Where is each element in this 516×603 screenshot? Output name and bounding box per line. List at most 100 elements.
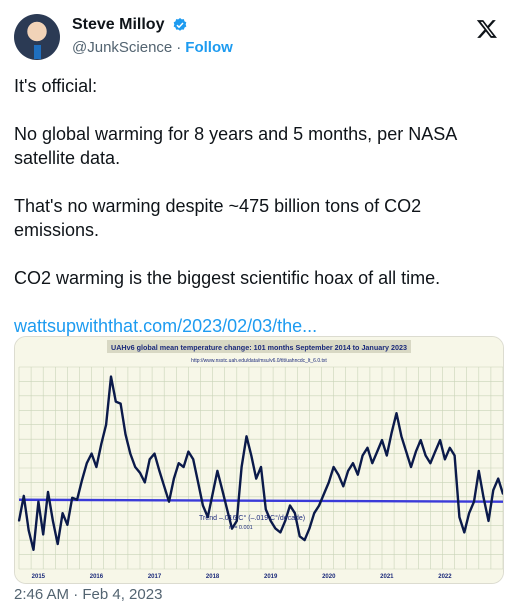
data-point [51,520,54,522]
tweet-paragraph: No global warming for 8 years and 5 mont… [14,124,457,168]
x-tick-label: 2020 [322,574,336,580]
trend-annotation: Trend –.016 C° (–.019 C°/decade) [199,514,305,522]
data-point [284,520,287,522]
chart-background [15,337,503,583]
data-point [32,548,35,551]
data-point [245,435,248,438]
data-point [37,500,40,503]
data-point [463,531,466,534]
data-point [76,498,78,501]
data-point [177,462,180,465]
data-point [139,471,141,474]
handle-row: @JunkScience · Follow [72,39,233,56]
data-point [226,508,229,511]
data-point [318,504,320,507]
data-point [134,466,137,468]
data-point [187,450,190,453]
data-point [502,493,503,495]
data-point [308,527,311,530]
data-point [250,454,253,457]
data-point [66,523,69,526]
x-tick-label: 2017 [148,574,162,580]
data-point [323,493,325,495]
data-point [390,431,393,434]
x-logo-icon[interactable] [476,18,498,40]
data-point [56,543,59,545]
chart-title: UAHv6 global mean temperature change: 10… [111,343,407,352]
data-point [332,466,335,468]
data-point [405,450,408,453]
tweet-body: It's official: No global warming for 8 y… [14,74,504,338]
data-point [279,531,282,534]
data-point [473,500,475,503]
x-tick-label: 2021 [380,574,394,580]
data-point [444,458,446,461]
data-point [221,489,224,492]
data-point [71,496,74,499]
data-point [429,462,432,465]
data-point [211,493,214,495]
data-point [129,452,132,455]
data-point [42,533,45,536]
data-point [105,423,108,426]
x-tick-label: 2018 [206,574,220,580]
data-point [366,446,369,449]
x-tick-label: 2016 [90,574,104,580]
data-point [385,454,388,457]
data-point [168,500,170,503]
data-point [400,435,403,438]
data-point [487,520,490,522]
data-point [468,512,471,515]
x-tick-label: 2022 [438,574,452,580]
data-point [95,466,98,468]
data-point [414,450,417,453]
data-point [216,469,219,472]
data-point [143,481,146,484]
data-point [313,512,316,515]
data-point [289,504,291,507]
data-point [197,481,199,484]
tweet-paragraph: That's no warming despite ~475 billion t… [14,196,422,240]
data-point [269,520,272,522]
data-point [327,481,330,484]
data-point [235,520,238,522]
author-handle[interactable]: @JunkScience [72,39,173,56]
data-point [231,527,233,530]
data-point [434,450,437,453]
data-point [298,535,301,538]
data-point [477,469,480,472]
data-point [192,458,195,461]
avatar[interactable] [14,14,60,60]
data-point [100,443,103,445]
tweet-link[interactable]: wattsupwiththat.com/2023/02/03/the... [14,316,318,336]
data-point [381,439,383,442]
data-point [448,446,451,449]
data-point [439,439,441,442]
tweet-paragraph: It's official: [14,76,98,96]
data-point [395,412,398,415]
tweet-paragraph: CO2 warming is the biggest scientific ho… [14,268,441,288]
data-point [153,452,156,455]
chart-image[interactable]: UAHv6 global mean temperature change: 10… [14,336,504,584]
data-point [18,520,20,522]
data-point [356,473,359,476]
follow-button[interactable]: Follow [185,39,233,56]
data-point [303,539,306,542]
data-point [453,454,456,457]
data-point [158,469,161,472]
data-point [119,402,122,405]
data-point [492,489,495,492]
data-point [202,504,204,507]
data-point [458,516,461,518]
data-point [424,454,427,457]
trend-r2: r² = 0.001 [229,525,253,531]
chart-title-box [107,340,411,353]
tweet-timestamp[interactable]: 2:46 AM · Feb 4, 2023 [14,586,163,603]
data-point [182,466,185,468]
data-point [255,477,258,480]
trend-line [18,498,503,503]
x-tick-label: 2015 [32,574,46,580]
data-point [172,477,175,480]
author-name[interactable]: Steve Milloy [72,16,165,33]
